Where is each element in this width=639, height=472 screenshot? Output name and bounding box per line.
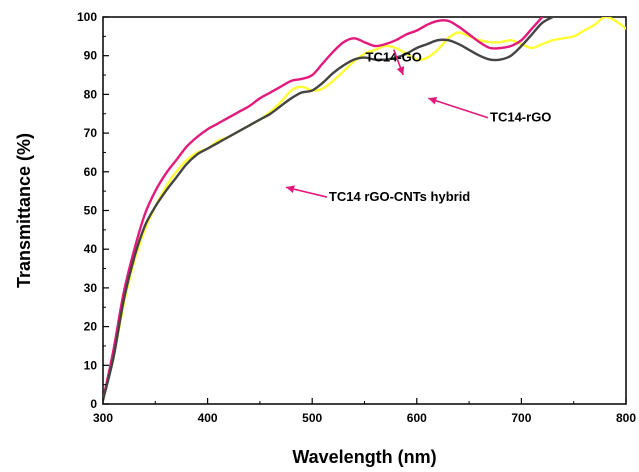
x-axis-title: Wavelength (nm)	[292, 447, 436, 467]
x-tick-label: 500	[302, 411, 322, 425]
annotation-label-3: TC14 rGO-CNTs hybrid	[329, 189, 470, 204]
y-tick-label: 0	[90, 397, 97, 411]
series-layer	[103, 17, 626, 402]
annotation-arrow-2	[428, 96, 489, 119]
y-tick-label: 100	[77, 10, 97, 24]
annotation-label-1: TC14-GO	[366, 50, 422, 65]
y-tick-label: 90	[84, 49, 98, 63]
x-tick-label: 800	[616, 411, 636, 425]
x-tick-label: 400	[198, 411, 218, 425]
series-line-2	[103, 17, 544, 402]
series-line-3	[103, 17, 554, 402]
plot-frame	[102, 16, 627, 405]
annotation-label-2: TC14-rGO	[490, 109, 551, 124]
x-tick-label: 700	[511, 411, 531, 425]
y-tick-label: 60	[84, 165, 98, 179]
annotation-arrow-1	[392, 49, 405, 76]
x-tick-label: 600	[407, 411, 427, 425]
y-tick-label: 10	[84, 358, 98, 372]
y-tick-label: 20	[84, 320, 98, 334]
y-tick-label: 30	[84, 281, 98, 295]
annotation-arrow-3	[285, 185, 328, 198]
annotations-layer: TC14-GO TC14-rGO TC14 rGO-CNTs hybrid	[285, 49, 551, 204]
x-tick-label: 300	[93, 411, 113, 425]
y-tick-label: 50	[84, 204, 98, 218]
y-tick-label: 70	[84, 126, 98, 140]
plot-area: 300 400 500 600 700 800 0 10 20 30 40 50 60 70 80 90 100…	[77, 10, 636, 425]
y-axis-title: Transmittance (%)	[14, 133, 34, 288]
ticks-layer: 300 400 500 600 700 800 0 10 20 30 40 50 60 70 80 90 100	[77, 10, 636, 425]
y-tick-label: 40	[84, 242, 98, 256]
series-line-1	[103, 17, 626, 402]
y-tick-label: 80	[84, 87, 98, 101]
